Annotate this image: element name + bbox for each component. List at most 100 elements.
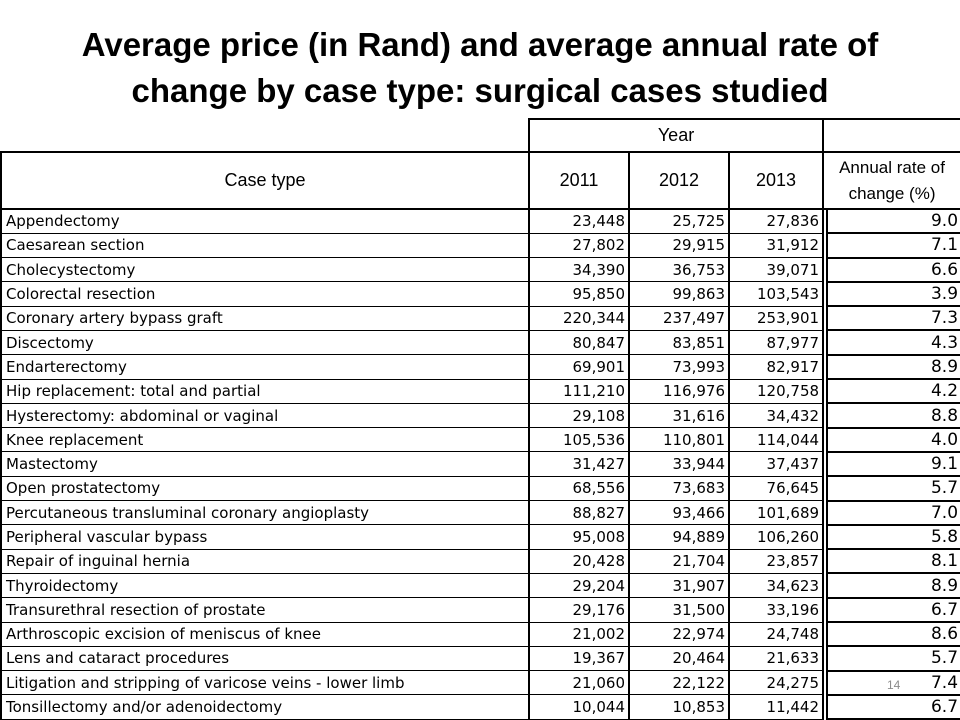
table-row: Transurethral resection of prostate 29,17… xyxy=(0,597,960,624)
annual-rate-cell: 6.7 xyxy=(826,597,960,624)
price-2011-cell: 27,802 xyxy=(528,233,629,259)
annual-rate-cell: 8.8 xyxy=(826,403,960,429)
table-header-columns-row: Case type 2011 2012 2013 Annual rate of … xyxy=(0,151,960,210)
spacer-cell xyxy=(822,403,828,428)
case-type-cell: Cholecystectomy xyxy=(0,257,529,283)
price-2012-cell: 73,993 xyxy=(628,354,729,380)
table-row: Discectomy 80,847 83,851 87,977 4.3 xyxy=(0,330,960,356)
price-2011-cell: 88,827 xyxy=(528,500,629,526)
price-2013-cell: 34,432 xyxy=(727,403,824,429)
annual-rate-cell: 6.7 xyxy=(826,694,960,720)
price-2011-cell: 80,847 xyxy=(528,330,629,356)
table-header-year-row: Year xyxy=(1,118,960,153)
annual-rate-cell: 4.0 xyxy=(826,427,960,453)
table-row: Litigation and stripping of varicose vei… xyxy=(0,670,960,696)
header-annual-rate-line-2: change (%) xyxy=(848,183,936,203)
price-2011-cell: 21,002 xyxy=(528,622,629,647)
annual-rate-cell: 7.3 xyxy=(826,306,960,332)
price-2012-cell: 94,889 xyxy=(628,524,729,550)
price-2012-cell: 29,915 xyxy=(628,233,729,259)
case-type-cell: Peripheral vascular bypass xyxy=(0,524,529,550)
table-row: Arthroscopic excision of meniscus of kne… xyxy=(0,622,960,648)
annual-rate-cell: 5.7 xyxy=(826,476,960,502)
annual-rate-cell: 3.9 xyxy=(826,281,960,308)
table-row: Mastectomy 31,427 33,944 37,437 9.1 xyxy=(0,451,960,478)
annual-rate-cell: 8.1 xyxy=(826,549,960,575)
case-type-cell: Repair of inguinal hernia xyxy=(0,549,529,574)
case-type-cell: Caesarean section xyxy=(0,233,529,259)
case-type-cell: Percutaneous transluminal coronary angio… xyxy=(0,500,529,526)
header-case-type: Case type xyxy=(0,151,530,210)
annual-rate-cell: 8.6 xyxy=(826,622,960,648)
price-2013-cell: 101,689 xyxy=(727,500,824,526)
price-2012-cell: 31,500 xyxy=(628,597,729,623)
price-2012-cell: 22,122 xyxy=(628,670,729,696)
table-row: Appendectomy 23,448 25,725 27,836 9.0 xyxy=(0,209,960,235)
spacer-cell xyxy=(822,670,828,695)
case-type-cell: Discectomy xyxy=(0,330,529,356)
case-type-cell: Arthroscopic excision of meniscus of kne… xyxy=(0,622,529,647)
case-type-cell: Appendectomy xyxy=(0,209,529,234)
price-2013-cell: 76,645 xyxy=(727,476,824,502)
header-2012: 2012 xyxy=(628,151,730,210)
spacer-cell xyxy=(822,524,828,550)
header-year: Year xyxy=(527,118,825,153)
table-row: Repair of inguinal hernia 20,428 21,704 23,… xyxy=(0,549,960,575)
table-row: Open prostatectomy 68,556 73,683 76,645 5.7 xyxy=(0,476,960,502)
price-2011-cell: 95,008 xyxy=(528,524,629,550)
price-2013-cell: 114,044 xyxy=(727,427,824,453)
table-row: Caesarean section 27,802 29,915 31,912 7.1 xyxy=(0,233,960,259)
case-type-cell: Tonsillectomy and/or adenoidectomy xyxy=(0,694,529,720)
annual-rate-cell: 6.6 xyxy=(826,257,960,283)
header-2011: 2011 xyxy=(528,151,630,210)
header-annual-rate-line-1: Annual rate of xyxy=(839,157,945,177)
spacer-cell xyxy=(822,209,828,234)
spacer-cell xyxy=(822,622,828,647)
table-row: Knee replacement 105,536 110,801 114,044 4.0 xyxy=(0,427,960,453)
price-2012-cell: 36,753 xyxy=(628,257,729,283)
case-type-cell: Mastectomy xyxy=(0,451,529,477)
annual-rate-cell: 5.8 xyxy=(826,524,960,551)
spacer-cell xyxy=(822,379,828,404)
annual-rate-cell: 8.9 xyxy=(826,573,960,599)
price-2012-cell: 31,907 xyxy=(628,573,729,599)
page-number: 14 xyxy=(887,678,901,692)
price-table-container: Year Case type 2011 2012 2013 Annual rat… xyxy=(0,118,960,720)
table-row: Cholecystectomy 34,390 36,753 39,071 6.6 xyxy=(0,257,960,283)
header-year-blank xyxy=(822,118,960,153)
price-2013-cell: 82,917 xyxy=(727,354,824,380)
spacer-cell xyxy=(822,281,828,307)
price-2013-cell: 27,836 xyxy=(727,209,824,234)
price-2013-cell: 11,442 xyxy=(727,694,824,720)
table-row: Peripheral vascular bypass 95,008 94,889 10… xyxy=(0,524,960,551)
spacer-cell xyxy=(822,500,828,525)
case-type-cell: Lens and cataract procedures xyxy=(0,646,529,672)
case-type-cell: Open prostatectomy xyxy=(0,476,529,502)
case-type-cell: Endarterectomy xyxy=(0,354,529,380)
price-2012-cell: 22,974 xyxy=(628,622,729,647)
annual-rate-cell: 7.1 xyxy=(826,233,960,259)
table-row: Colorectal resection 95,850 99,863 103,543 3… xyxy=(0,281,960,308)
price-2012-cell: 20,464 xyxy=(628,646,729,672)
header-blank-cell xyxy=(1,119,530,153)
spacer-cell xyxy=(822,354,828,380)
spacer-cell xyxy=(822,451,828,477)
price-2011-cell: 29,204 xyxy=(528,573,629,599)
spacer-cell xyxy=(822,257,828,282)
price-2013-cell: 39,071 xyxy=(727,257,824,283)
annual-rate-cell: 9.0 xyxy=(826,209,960,235)
price-2011-cell: 68,556 xyxy=(528,476,629,502)
price-2013-cell: 24,748 xyxy=(727,622,824,647)
header-2013: 2013 xyxy=(727,151,825,210)
price-2012-cell: 99,863 xyxy=(628,281,729,307)
price-2012-cell: 25,725 xyxy=(628,209,729,234)
price-2012-cell: 73,683 xyxy=(628,476,729,502)
spacer-cell xyxy=(822,476,828,501)
spacer-cell xyxy=(822,694,828,720)
slide-title-line-1: Average price (in Rand) and average annu… xyxy=(81,26,879,63)
price-2012-cell: 31,616 xyxy=(628,403,729,429)
price-2012-cell: 110,801 xyxy=(628,427,729,453)
price-2011-cell: 29,176 xyxy=(528,597,629,623)
price-2013-cell: 21,633 xyxy=(727,646,824,672)
spacer-cell xyxy=(822,646,828,671)
